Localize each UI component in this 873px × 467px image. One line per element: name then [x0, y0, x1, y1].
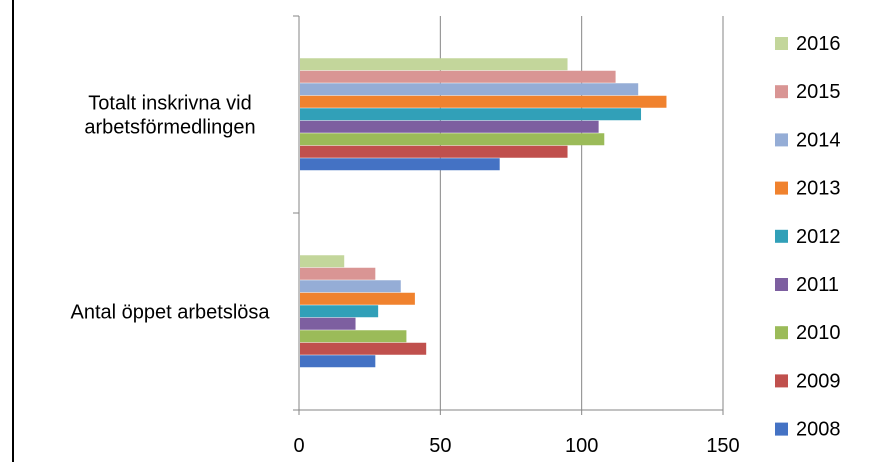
category-label: Totalt inskrivna vid	[88, 93, 251, 115]
bar-2008-0	[300, 158, 500, 171]
axis-layer	[293, 15, 724, 415]
x-axis-tick-labels: 0 50 100 150	[293, 435, 739, 457]
legend: 2016 2015 2014 2013 2012 2011 2010 2009 2008	[775, 33, 841, 441]
legend-label-2010: 2010	[796, 322, 841, 344]
category-label: Antal öppet arbetslösa	[70, 302, 270, 324]
legend-label-2008: 2008	[796, 419, 841, 441]
legend-swatch-2015	[775, 85, 788, 99]
bar-2016-0	[300, 58, 568, 71]
legend-label-2009: 2009	[796, 370, 841, 392]
bar-2010-0	[300, 133, 605, 146]
bar-2011-1	[300, 317, 356, 330]
bar-2008-1	[300, 355, 376, 368]
bar-2012-0	[300, 108, 642, 121]
bar-2011-0	[300, 120, 599, 133]
bar-2010-1	[300, 330, 407, 343]
bar-2014-0	[300, 83, 639, 96]
legend-swatch-2016	[775, 37, 788, 50]
legend-swatch-2011	[775, 278, 788, 291]
x-tick-label: 150	[706, 435, 739, 457]
bar-2014-1	[300, 280, 401, 293]
legend-swatch-2013	[775, 181, 788, 195]
legend-label-2014: 2014	[796, 129, 841, 151]
legend-swatch-2014	[775, 133, 788, 147]
bar-2013-1	[300, 292, 415, 305]
category-label: arbetsförmedlingen	[84, 117, 255, 139]
x-tick-label: 100	[565, 435, 598, 457]
bar-2009-0	[300, 145, 568, 158]
x-tick-label: 0	[293, 435, 304, 457]
legend-swatch-2012	[775, 229, 788, 243]
bar-2013-0	[300, 95, 667, 108]
legend-label-2012: 2012	[796, 226, 841, 248]
bar-2015-1	[300, 267, 376, 280]
bar-2016-1	[300, 255, 345, 268]
legend-swatch-2010	[775, 326, 788, 340]
legend-label-2015: 2015	[796, 81, 841, 103]
legend-label-2011: 2011	[796, 274, 839, 296]
bar-2012-1	[300, 305, 379, 318]
legend-swatch-2008	[775, 422, 788, 436]
x-tick-label: 50	[429, 435, 451, 457]
legend-swatch-2009	[775, 374, 788, 388]
legend-label-2016: 2016	[796, 33, 841, 55]
bar-layer	[300, 58, 667, 368]
bar-2009-1	[300, 342, 427, 355]
bar-2015-0	[300, 70, 616, 83]
legend-label-2013: 2013	[796, 178, 841, 200]
